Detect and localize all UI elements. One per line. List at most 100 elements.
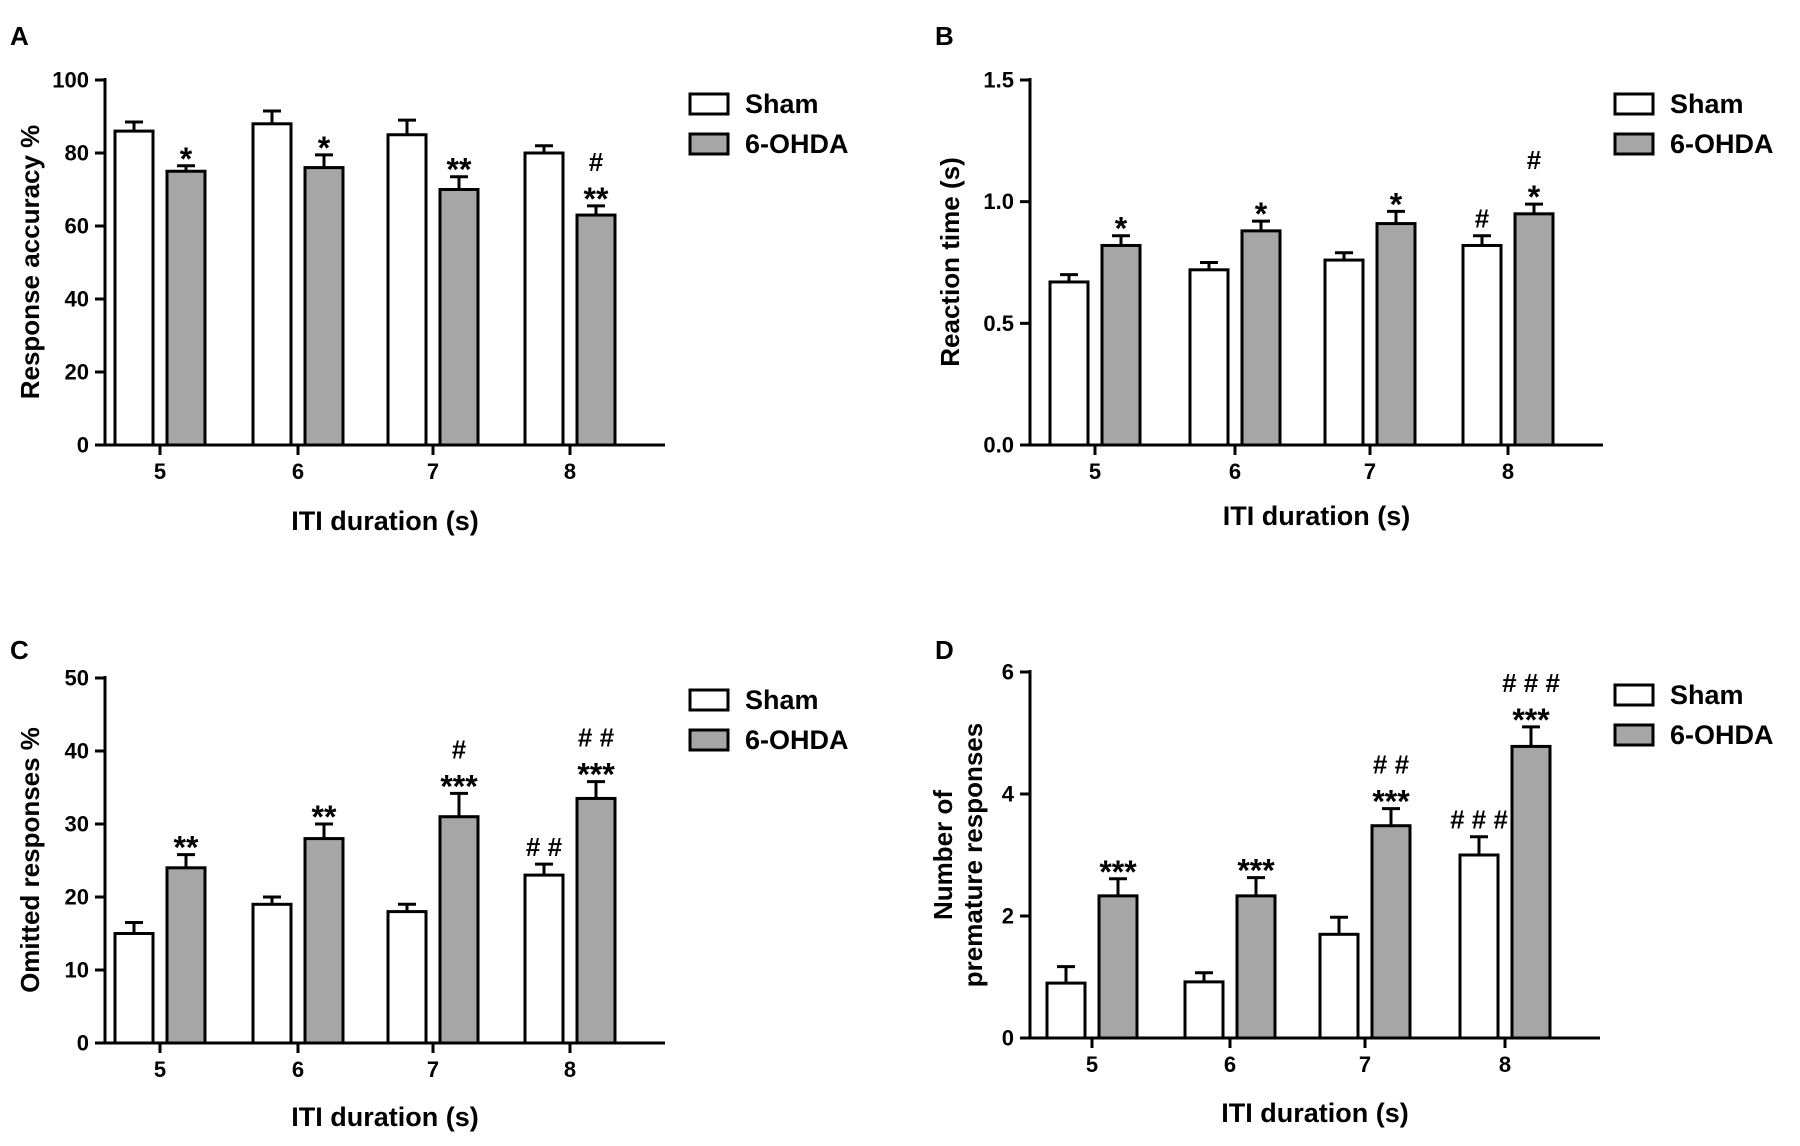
significance-label: *** [440, 768, 478, 804]
significance-label: # # # [1450, 805, 1508, 835]
y-tick-label: 20 [65, 885, 89, 910]
legend-ohda-label: 6-OHDA [745, 725, 849, 755]
significance-label: *** [1372, 784, 1410, 820]
significance-label: ** [174, 830, 199, 866]
y-axis-label-line: Number of [928, 790, 958, 920]
x-tick-label: 7 [1359, 1052, 1371, 1077]
significance-label: # # [526, 832, 563, 862]
legend-ohda-label: 6-OHDA [1670, 129, 1774, 159]
panel-letter: C [10, 635, 29, 665]
y-axis-label: Number ofpremature responses [928, 723, 988, 987]
panel-letter: D [935, 635, 954, 665]
y-axis-label-line: premature responses [958, 723, 988, 987]
sham-bar [1323, 258, 1365, 447]
ohda-bar [1375, 222, 1417, 447]
legend-sham-swatch [1613, 683, 1655, 707]
ohda-bar [303, 837, 345, 1045]
legend-sham-label: Sham [745, 685, 819, 715]
x-tick-label: 8 [1502, 459, 1514, 484]
sham-bar [113, 129, 155, 447]
sham-bar [1458, 853, 1500, 1040]
significance-label: # # [1373, 750, 1410, 780]
significance-label: * [1390, 186, 1403, 222]
y-tick-label: 6 [1002, 660, 1014, 685]
x-axis-label: ITI duration (s) [1223, 501, 1410, 531]
legend-sham-label: Sham [1670, 680, 1744, 710]
significance-label: *** [577, 757, 615, 793]
ohda-bar [1370, 824, 1412, 1040]
x-axis-label: ITI duration (s) [291, 506, 478, 536]
x-tick-label: 5 [154, 459, 166, 484]
y-tick-label: 4 [1002, 782, 1015, 807]
x-tick-label: 6 [292, 459, 304, 484]
sham-bar [386, 133, 428, 447]
x-axis-label: ITI duration (s) [291, 1102, 478, 1132]
y-tick-label: 0 [1002, 1026, 1014, 1051]
panel-A: A 0 20 40 60 80 100 Response accuracy % ITI dura… [10, 21, 849, 536]
significance-label: # [589, 147, 604, 177]
panel-letter: B [935, 21, 954, 51]
x-tick-label: 7 [427, 1057, 439, 1082]
significance-label: ** [584, 181, 609, 217]
significance-label: # [452, 734, 467, 764]
x-axis-label: ITI duration (s) [1221, 1098, 1408, 1128]
x-tick-label: 5 [1086, 1052, 1098, 1077]
panel-letter: A [10, 21, 29, 51]
significance-label: * [1255, 196, 1268, 232]
y-tick-label: 80 [65, 141, 89, 166]
ohda-bar [1240, 229, 1282, 447]
significance-label: # [1527, 145, 1542, 175]
ohda-bar [575, 796, 617, 1045]
legend-ohda-swatch [688, 132, 730, 156]
ohda-bar [303, 166, 345, 447]
sham-bar [1318, 932, 1360, 1040]
ohda-bar [1100, 243, 1142, 447]
significance-label: * [1528, 179, 1541, 215]
y-axis-label-line: Omitted responses % [15, 727, 45, 993]
significance-label: *** [1512, 702, 1550, 738]
ohda-bar [1235, 894, 1277, 1040]
y-axis-label-line: Reaction time (s) [935, 157, 965, 367]
panel-B: B 0.0 0.5 1.0 1.5 Reaction time (s) ITI durati… [935, 21, 1774, 531]
sham-bar [251, 122, 293, 447]
significance-label: # [1475, 204, 1490, 234]
legend-ohda-label: 6-OHDA [1670, 720, 1774, 750]
y-tick-label: 1.5 [983, 68, 1014, 93]
ohda-bar [438, 815, 480, 1045]
significance-label: *** [1099, 854, 1137, 890]
y-tick-label: 50 [65, 666, 89, 691]
significance-label: # # # [1502, 668, 1560, 698]
legend-ohda-swatch [688, 728, 730, 752]
y-axis-label-line: Response accuracy % [15, 125, 45, 400]
ohda-bar [575, 213, 617, 447]
legend-sham-swatch [1613, 92, 1655, 116]
x-tick-label: 8 [1499, 1052, 1511, 1077]
ohda-bar [438, 188, 480, 447]
sham-bar [1048, 280, 1090, 447]
y-tick-label: 40 [65, 739, 89, 764]
y-tick-label: 30 [65, 812, 89, 837]
x-tick-label: 7 [1364, 459, 1376, 484]
y-tick-label: 100 [52, 68, 89, 93]
sham-bar [251, 902, 293, 1045]
y-axis-label: Reaction time (s) [935, 157, 965, 367]
significance-label: * [318, 130, 331, 166]
y-tick-label: 10 [65, 958, 89, 983]
y-axis-label: Response accuracy % [15, 125, 45, 400]
x-tick-label: 7 [427, 459, 439, 484]
sham-bar [1183, 980, 1225, 1040]
legend-sham-label: Sham [1670, 89, 1744, 119]
y-tick-label: 0 [77, 433, 89, 458]
ohda-bar [165, 866, 207, 1045]
panel-C: C 0 10 20 30 40 50 Omitted responses % ITI durat… [10, 635, 849, 1132]
y-axis-label: Omitted responses % [15, 727, 45, 993]
y-tick-label: 0.0 [983, 433, 1014, 458]
y-tick-label: 20 [65, 360, 89, 385]
ohda-bar [1097, 894, 1139, 1040]
x-tick-label: 6 [292, 1057, 304, 1082]
significance-label: ** [312, 799, 337, 835]
legend-sham-swatch [688, 688, 730, 712]
significance-label: # # [578, 723, 615, 753]
legend-sham-label: Sham [745, 89, 819, 119]
